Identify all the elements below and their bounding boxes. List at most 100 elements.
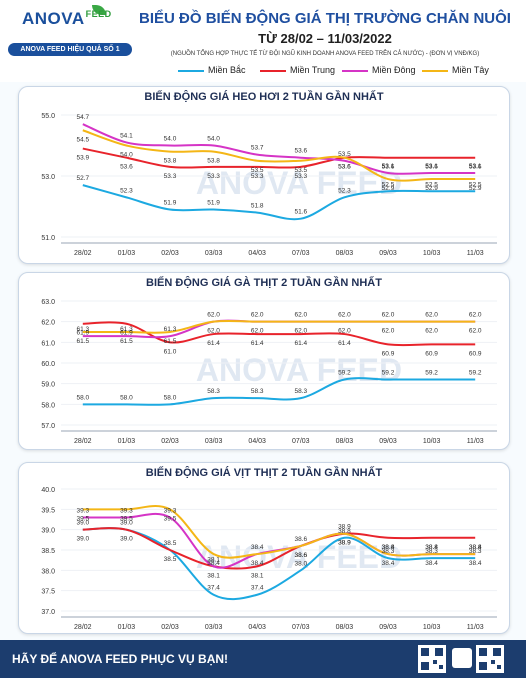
- y-tick-label: 37.5: [41, 589, 55, 596]
- data-label: 39.0: [76, 536, 89, 543]
- series-line-1: [82, 377, 476, 406]
- data-label: 59.2: [382, 370, 395, 377]
- x-tick-label: 08/03: [336, 438, 354, 445]
- y-tick-label: 53.0: [41, 174, 55, 181]
- data-label: 61.9: [76, 330, 89, 337]
- data-label: 38.8: [469, 544, 482, 551]
- series-line-4: [82, 319, 476, 334]
- series-line-3: [82, 123, 476, 175]
- data-label: 62.0: [207, 312, 220, 319]
- y-tick-label: 59.0: [41, 382, 55, 389]
- data-label: 53.3: [294, 173, 307, 180]
- x-tick-label: 11/03: [467, 624, 484, 631]
- data-label: 62.0: [294, 312, 307, 319]
- x-tick-label: 10/03: [423, 250, 441, 257]
- y-tick-label: 58.0: [41, 402, 55, 409]
- data-label: 53.8: [207, 158, 220, 165]
- header: ANOVAFEED ANOVA FEED HIỆU QUẢ SỐ 1 BIỂU …: [0, 0, 526, 82]
- data-label: 53.3: [251, 173, 264, 180]
- data-label: 38.5: [164, 556, 177, 563]
- data-label: 38.3: [382, 548, 395, 555]
- data-label: 62.0: [469, 312, 482, 319]
- data-label: 38.9: [338, 540, 351, 547]
- data-label: 38.4: [469, 560, 482, 567]
- chart-panel-duck: BIẾN ĐỘNG GIÁ VỊT THỊT 2 TUẦN GẦN NHẤT A…: [18, 462, 510, 634]
- data-label: 38.1: [207, 556, 220, 563]
- data-label: 58.3: [251, 388, 264, 395]
- data-label: 60.9: [425, 350, 438, 357]
- data-label: 61.9: [120, 330, 133, 337]
- y-tick-label: 60.0: [41, 361, 55, 368]
- data-label: 38.4: [382, 544, 395, 551]
- data-label: 62.0: [338, 328, 351, 335]
- data-label: 53.6: [425, 164, 438, 171]
- legend-item-mien-tay: Miền Tây: [422, 63, 489, 77]
- data-label: 62.0: [294, 328, 307, 335]
- y-tick-label: 61.0: [41, 340, 55, 347]
- x-tick-label: 28/02: [74, 624, 92, 631]
- legend: Miền Bắc Miền Trung Miền Đông Miền Tây: [150, 63, 520, 77]
- footer-bar: HÃY ĐỂ ANOVA FEED PHỤC VỤ BẠN!: [0, 640, 526, 678]
- anova-logo: ANOVAFEED ANOVA FEED HIỆU QUẢ SỐ 1: [6, 5, 132, 56]
- data-label: 62.0: [469, 328, 482, 335]
- y-tick-label: 38.0: [41, 568, 55, 575]
- data-label: 52.3: [338, 187, 351, 194]
- data-label: 53.1: [382, 163, 395, 170]
- x-tick-label: 07/03: [292, 624, 310, 631]
- qr-code-icon[interactable]: [418, 645, 446, 673]
- data-label: 39.0: [120, 520, 133, 527]
- source-note: (NGUỒN TỔNG HỢP THỰC TẾ TỪ ĐỘI NGŨ KINH …: [170, 51, 480, 57]
- x-tick-label: 11/03: [467, 250, 484, 257]
- data-label: 53.1: [425, 163, 438, 170]
- data-label: 38.3: [425, 548, 438, 555]
- series-line-4: [82, 505, 476, 559]
- data-label: 62.0: [382, 312, 395, 319]
- data-label: 52.9: [425, 185, 438, 192]
- data-label: 52.9: [382, 185, 395, 192]
- data-label: 60.9: [469, 350, 482, 357]
- qr-code-icon[interactable]: [476, 645, 504, 673]
- data-label: 54.5: [76, 136, 89, 143]
- data-label: 39.5: [120, 515, 133, 522]
- data-label: 53.6: [294, 148, 307, 155]
- data-label: 61.5: [164, 338, 177, 345]
- data-label: 38.4: [469, 544, 482, 551]
- data-label: 52.5: [469, 181, 482, 188]
- data-label: 61.5: [120, 338, 133, 345]
- data-label: 38.5: [164, 540, 177, 547]
- data-label: 54.0: [120, 152, 133, 159]
- data-label: 38.6: [294, 552, 307, 559]
- chart-chicken: ANOVA FEED 57.0 58.0 59.0 60.0 61.0 62.0 63.0 28…: [41, 299, 497, 445]
- data-label: 59.2: [338, 370, 351, 377]
- youtube-icon[interactable]: [452, 648, 472, 668]
- data-label: 62.0: [207, 328, 220, 335]
- chart-panel-pork: BIẾN ĐỘNG GIÁ HEO HƠI 2 TUẦN GẦN NHẤT AN…: [18, 86, 510, 264]
- data-label: 51.8: [251, 203, 264, 210]
- data-label: 53.5: [338, 151, 351, 158]
- data-label: 62.0: [382, 328, 395, 335]
- data-label: 58.0: [120, 394, 133, 401]
- data-label: 54.7: [76, 114, 89, 121]
- legend-swatch: [342, 69, 368, 72]
- data-label: 58.3: [294, 388, 307, 395]
- chart-title: BIẾN ĐỘNG GIÁ HEO HƠI 2 TUẦN GẦN NHẤT: [144, 91, 384, 103]
- data-label: 38.6: [294, 552, 307, 559]
- x-tick-label: 09/03: [379, 250, 397, 257]
- data-label: 38.9: [338, 524, 351, 531]
- data-label: 53.6: [120, 164, 133, 171]
- chart-title: BIẾN ĐỘNG GIÁ VỊT THỊT 2 TUẦN GẦN NHẤT: [145, 467, 383, 479]
- chart-pork: ANOVA FEED 51.0 53.0 55.0 28/02 01/03 02/03 03/…: [41, 113, 497, 257]
- data-label: 61.4: [338, 340, 351, 347]
- x-tick-label: 04/03: [248, 438, 266, 445]
- legend-swatch: [260, 69, 286, 72]
- footer-slogan: HÃY ĐỂ ANOVA FEED PHỤC VỤ BẠN!: [12, 652, 229, 666]
- x-tick-label: 09/03: [379, 438, 397, 445]
- series-line-2: [82, 527, 476, 570]
- series-line-2: [82, 147, 476, 169]
- y-tick-label: 39.0: [41, 528, 55, 535]
- data-label: 59.2: [425, 370, 438, 377]
- y-tick-label: 55.0: [41, 113, 55, 120]
- watermark-logo: ANOVA FEED: [196, 165, 402, 201]
- data-label: 38.9: [338, 540, 351, 547]
